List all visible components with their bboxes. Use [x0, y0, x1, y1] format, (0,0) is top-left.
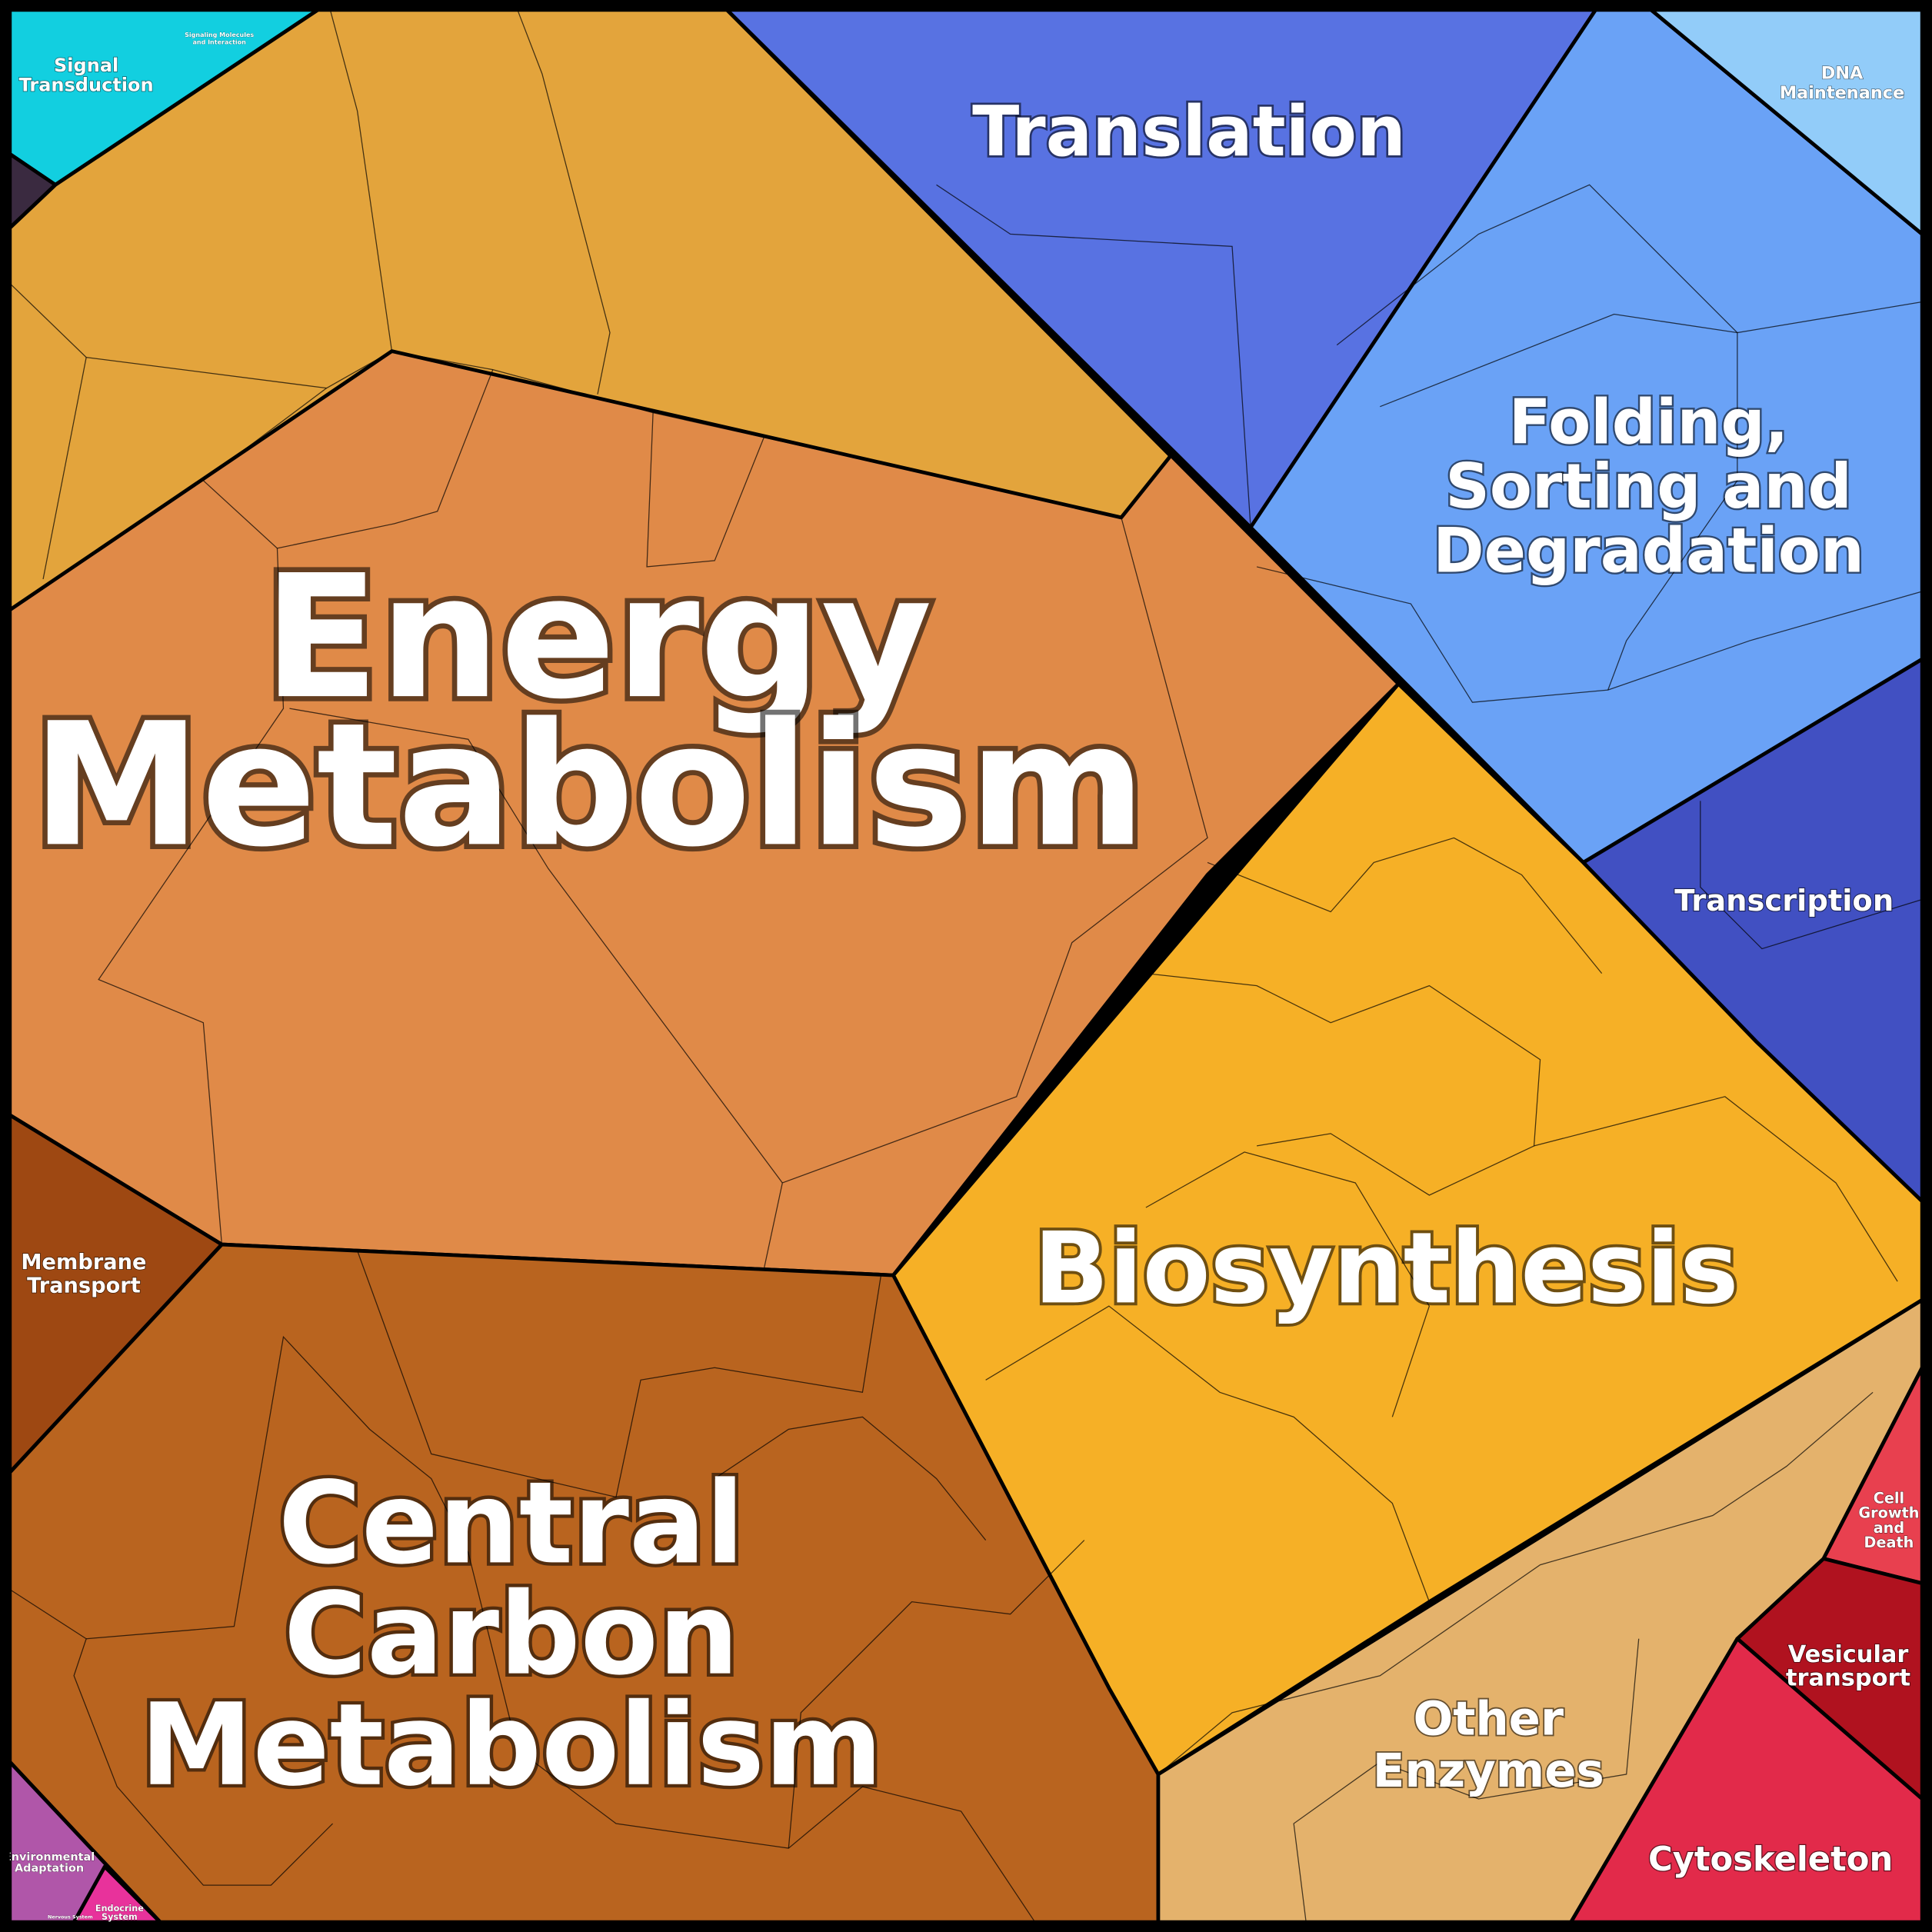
label-line: Environmental [4, 1851, 95, 1864]
label-line: Energy [263, 539, 932, 737]
label-line: Signal [54, 55, 118, 76]
cell-border [985, 1305, 1430, 1602]
label-line: Enzymes [1373, 1744, 1604, 1798]
label-line: DNA [1821, 64, 1864, 84]
region-label: Energy Metabolism [32, 539, 1146, 884]
label-line: Folding, [1509, 387, 1789, 458]
label-line: Other [1414, 1692, 1564, 1747]
region-label: Signal Transduction [19, 55, 154, 96]
region-label: Vesicular transport [1786, 1641, 1910, 1691]
cell-border [42, 357, 87, 580]
label-line: Growth [1858, 1504, 1919, 1522]
label-line: Signaling Molecules [185, 32, 254, 38]
cell-border [329, 9, 393, 351]
label-line: Membrane [21, 1251, 146, 1274]
label-line: Death [1864, 1534, 1914, 1551]
label-line: Metabolism [32, 687, 1146, 884]
region-label: Nervous System [48, 1914, 93, 1920]
cell-border [1534, 1096, 1898, 1282]
region-label: Biosynthesis [1034, 1211, 1739, 1326]
label-line: Cell [1874, 1489, 1904, 1507]
label-line: Metabolism [140, 1679, 883, 1811]
cell-border [86, 1335, 432, 1640]
label-line: Nervous System [48, 1914, 93, 1920]
region-label: Central Carbon Metabolism [140, 1457, 883, 1810]
label-line: Endocrine [95, 1904, 144, 1914]
label-line: Transduction [19, 75, 154, 96]
region-label: Signaling Molecules and Interaction [185, 32, 254, 46]
cell-border [1380, 313, 1738, 691]
cell-border [431, 1478, 1036, 1923]
region-label: Cytoskeleton [1648, 1840, 1893, 1879]
region-label: Environmental Adaptation [4, 1851, 95, 1874]
region-label: Folding, Sorting and Degradation [1433, 387, 1864, 587]
label-line: Translation [972, 92, 1406, 172]
label-line: Central [278, 1457, 744, 1589]
region-label: Other Enzymes [1373, 1692, 1604, 1798]
region-label: Transcription [1674, 884, 1894, 918]
label-line: Carbon [284, 1568, 739, 1700]
label-line: Adaptation [15, 1863, 84, 1875]
cell-border [1293, 1638, 1640, 1923]
cell-border [1700, 801, 1923, 950]
cell-border [714, 1416, 987, 1541]
label-line: Vesicular [1788, 1641, 1909, 1668]
cell-border [1256, 566, 1923, 703]
cell-border [788, 1540, 1085, 1849]
cell-border [391, 350, 1208, 1270]
label-line: and [1874, 1519, 1904, 1537]
label-line: Transport [27, 1274, 141, 1298]
cell-border [1145, 1151, 1431, 1417]
cell-border [646, 412, 764, 568]
cell-border [356, 1250, 882, 1498]
cell-border [1158, 1391, 1874, 1775]
label-line: Sorting and [1445, 451, 1852, 522]
cell-border [289, 708, 783, 1184]
labels: Signal Transduction Signaling Molecules an… [4, 32, 1920, 1922]
region-label: DNA Maintenance [1780, 64, 1904, 104]
region-label: Cell Growth and Death [1858, 1489, 1919, 1551]
cell-border [98, 351, 392, 1245]
cell-border [277, 369, 494, 549]
label-line: Transcription [1674, 884, 1894, 918]
label-line: Biosynthesis [1034, 1211, 1739, 1326]
label-line: transport [1786, 1665, 1910, 1692]
cell-border [1336, 184, 1923, 346]
sub-cells [9, 9, 1923, 1923]
regions [8, 8, 1924, 1924]
region-label: Endocrine System [95, 1904, 144, 1922]
label-line: and Interaction [192, 39, 246, 46]
label-line: Cytoskeleton [1648, 1840, 1893, 1879]
label-line: System [102, 1912, 138, 1922]
label-line: Maintenance [1780, 83, 1904, 103]
cell-border [1071, 972, 1541, 1196]
region-label: Membrane Transport [21, 1251, 146, 1297]
cell-border [1207, 837, 1603, 974]
cell-border [936, 184, 1251, 528]
region-label: Translation [972, 92, 1406, 172]
label-line: Degradation [1433, 515, 1864, 586]
